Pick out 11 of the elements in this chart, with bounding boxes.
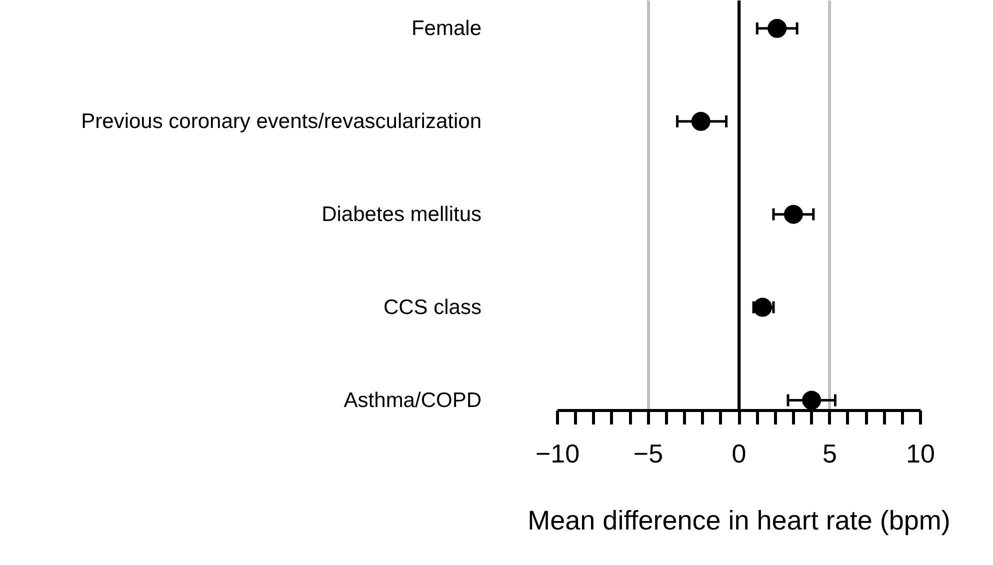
x-tick-label: 0	[732, 438, 746, 468]
y-tick-label: Female	[411, 16, 482, 40]
x-tick-label: −5	[633, 438, 664, 468]
y-tick-label: Asthma/COPD	[344, 388, 482, 412]
y-tick-label: Previous coronary events/revascularization	[81, 110, 482, 133]
y-tick-label: Diabetes mellitus	[322, 202, 482, 226]
x-axis-title: Mean difference in heart rate (bpm)	[528, 506, 950, 536]
y-tick-label: CCS class	[383, 296, 482, 319]
x-tick-label: 10	[906, 438, 935, 468]
x-tick-label: −10	[535, 438, 580, 468]
x-tick-label: 5	[822, 438, 837, 468]
